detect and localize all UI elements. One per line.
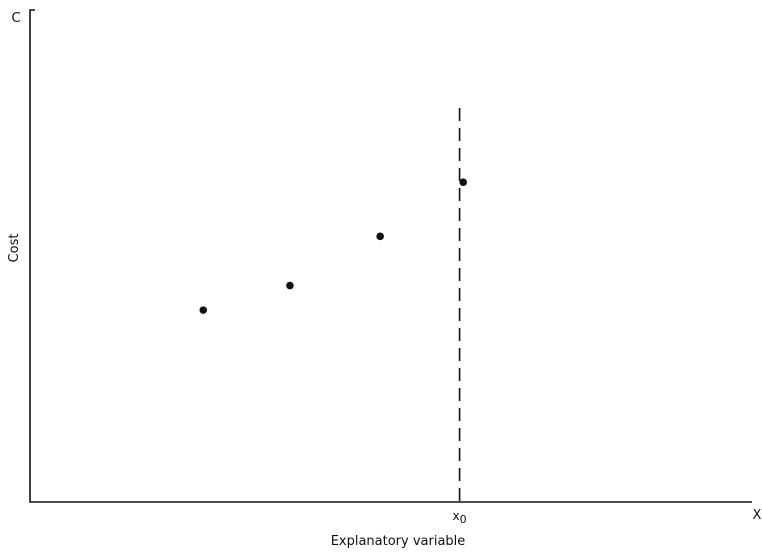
data-point-1: [199, 306, 208, 314]
x-axis-label: Explanatory variable: [331, 534, 466, 549]
x0-label: x0: [453, 509, 467, 526]
data-point-4: [459, 178, 468, 186]
y-axis-label: Cost: [7, 234, 22, 263]
data-point-2: [286, 281, 294, 290]
axes: [29, 9, 752, 503]
y-axis-letter: C: [11, 11, 20, 26]
data-point-3: [376, 232, 384, 241]
x-axis-letter: X: [753, 508, 762, 523]
data-points: [199, 178, 468, 314]
